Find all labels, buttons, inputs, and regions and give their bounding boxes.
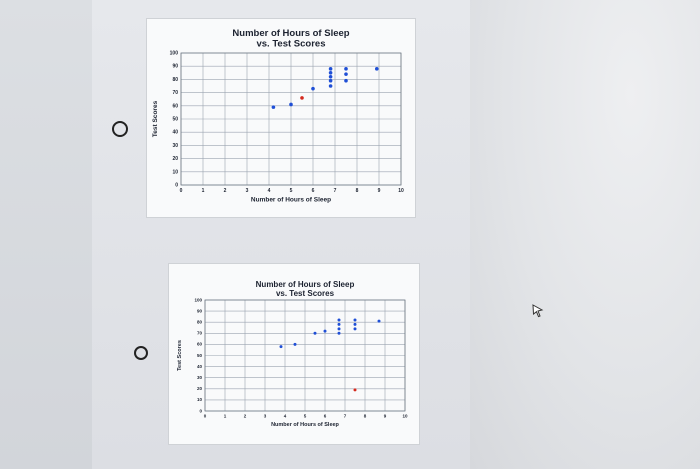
x-tick-label: 4 — [284, 414, 287, 419]
x-tick-label: 4 — [268, 188, 271, 194]
y-tick-label: 40 — [197, 364, 203, 369]
y-tick-label: 30 — [172, 143, 178, 149]
data-point — [337, 322, 341, 326]
y-tick-label: 60 — [197, 342, 203, 347]
x-tick-label: 3 — [246, 188, 249, 194]
data-point — [337, 318, 341, 322]
x-tick-label: 9 — [378, 188, 381, 194]
x-axis-label: Number of Hours of Sleep — [251, 197, 331, 204]
x-tick-label: 7 — [334, 188, 337, 194]
x-tick-label: 8 — [356, 188, 359, 194]
chart-subtitle: vs. Test Scores — [256, 39, 325, 50]
y-tick-label: 0 — [199, 408, 202, 413]
x-tick-label: 5 — [290, 188, 293, 194]
chart-title: Number of Hours of Sleep — [232, 28, 349, 39]
y-tick-label: 20 — [172, 156, 178, 162]
x-tick-label: 0 — [204, 414, 207, 419]
y-tick-label: 0 — [175, 183, 178, 189]
x-tick-label: 5 — [304, 414, 307, 419]
data-point — [279, 345, 283, 349]
x-tick-label: 2 — [244, 414, 247, 419]
x-tick-label: 10 — [402, 414, 408, 419]
mouse-pointer-icon — [532, 304, 544, 318]
data-point — [289, 102, 293, 107]
data-point — [377, 319, 381, 323]
y-tick-label: 70 — [172, 90, 178, 96]
y-tick-label: 80 — [172, 77, 178, 83]
data-point — [293, 342, 297, 346]
data-point — [328, 74, 333, 79]
y-axis-label: Test Scores — [177, 340, 183, 371]
data-point — [328, 78, 333, 83]
option-b-radio[interactable] — [134, 346, 148, 360]
option-a-radio[interactable] — [112, 121, 128, 137]
y-tick-label: 60 — [172, 103, 178, 109]
y-tick-label: 100 — [170, 51, 179, 57]
data-point — [300, 96, 304, 100]
data-point — [271, 105, 276, 109]
x-tick-label: 1 — [224, 414, 227, 419]
y-tick-label: 80 — [197, 319, 203, 324]
x-tick-label: 7 — [344, 414, 347, 419]
x-tick-label: 2 — [224, 188, 227, 194]
y-tick-label: 30 — [197, 375, 203, 380]
chart-subtitle: vs. Test Scores — [276, 289, 335, 298]
x-tick-label: 6 — [324, 414, 327, 419]
y-axis-label: Test Scores — [152, 100, 159, 137]
data-point — [353, 388, 357, 392]
x-tick-label: 0 — [180, 188, 183, 194]
data-point — [353, 322, 357, 326]
page-background-right — [470, 0, 700, 469]
x-tick-label: 8 — [364, 414, 367, 419]
y-tick-label: 50 — [197, 353, 203, 358]
y-tick-label: 20 — [197, 386, 203, 391]
x-axis-label: Number of Hours of Sleep — [271, 422, 339, 428]
data-point — [344, 78, 348, 83]
data-point — [353, 318, 357, 322]
chart-title: Number of Hours of Sleep — [256, 280, 355, 289]
data-point — [375, 67, 379, 71]
option-a-chart-card[interactable]: Number of Hours of Sleep vs. Test Scores 0… — [146, 18, 416, 218]
data-point — [328, 84, 333, 88]
page-background-left — [0, 0, 92, 469]
x-tick-label: 6 — [312, 188, 315, 194]
data-point — [344, 67, 348, 71]
y-tick-label: 90 — [197, 308, 203, 313]
data-point — [337, 327, 341, 331]
option-b-chart-card[interactable]: Number of Hours of Sleep vs. Test Scores 0… — [168, 263, 420, 445]
data-point — [323, 329, 327, 333]
y-tick-label: 10 — [172, 169, 178, 175]
data-point — [328, 67, 333, 71]
y-tick-label: 50 — [172, 117, 178, 123]
plot-frame — [204, 299, 406, 412]
x-tick-label: 9 — [384, 414, 387, 419]
y-tick-label: 90 — [172, 64, 178, 70]
y-tick-label: 100 — [194, 297, 202, 302]
plot-frame — [180, 52, 402, 186]
x-tick-label: 1 — [202, 188, 205, 194]
y-tick-label: 70 — [197, 331, 203, 336]
data-point — [344, 72, 348, 76]
data-point — [311, 86, 315, 91]
data-point — [328, 71, 333, 75]
data-point — [353, 327, 357, 331]
x-tick-label: 3 — [264, 414, 267, 419]
data-point — [313, 331, 317, 335]
data-point — [337, 331, 341, 335]
y-tick-label: 10 — [197, 397, 203, 402]
y-tick-label: 40 — [172, 130, 178, 136]
x-tick-label: 10 — [398, 188, 404, 194]
